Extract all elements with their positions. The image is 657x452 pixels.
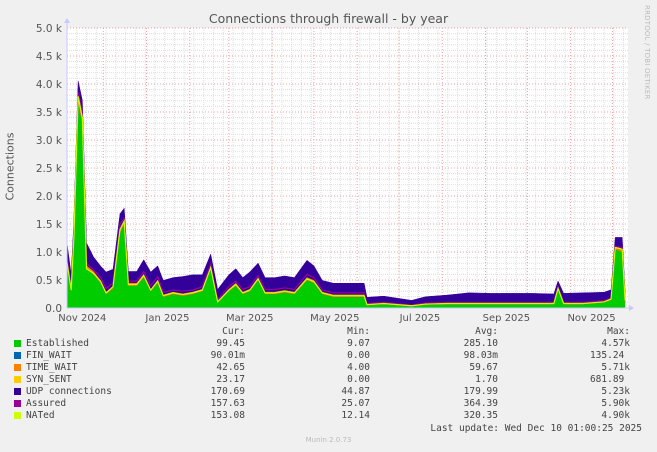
legend-min: 0.00 xyxy=(347,350,370,361)
legend-cur: 153.08 xyxy=(210,410,245,421)
y-tick-label: 3.5 k xyxy=(36,107,63,119)
legend-cur: 42.65 xyxy=(216,362,245,373)
legend-avg: 98.03m xyxy=(463,350,498,361)
y-tick-label: 1.0 k xyxy=(36,247,63,259)
chart-title: Connections through firewall - by year xyxy=(208,11,449,26)
legend-header: Cur: Min: Avg: Max: xyxy=(0,326,657,338)
legend-label: NATed xyxy=(26,410,55,421)
legend-avg: 364.39 xyxy=(463,398,498,409)
legend-min: 25.07 xyxy=(341,398,370,409)
legend-cur: 157.63 xyxy=(210,398,245,409)
x-tick-label: Nov 2025 xyxy=(567,313,615,324)
y-tick-label: 2.5 k xyxy=(36,163,63,175)
legend-cur: 170.69 xyxy=(210,386,245,397)
legend-min: 9.07 xyxy=(347,338,370,349)
y-tick-label: 2.0 k xyxy=(36,191,63,203)
y-tick-label: 4.0 k xyxy=(36,79,63,91)
x-axis-arrow xyxy=(629,305,634,311)
legend-label: FIN_WAIT xyxy=(26,350,72,361)
legend-swatch xyxy=(14,400,21,407)
legend-row: UDP connections 170.69 44.87 179.99 5.23k xyxy=(0,386,657,398)
legend-min: 44.87 xyxy=(341,386,370,397)
x-tick-label: May 2025 xyxy=(310,313,359,324)
legend-avg: 320.35 xyxy=(463,410,498,421)
legend-row: Established 99.45 9.07 285.10 4.57k xyxy=(0,338,657,350)
legend-swatch xyxy=(14,364,21,371)
legend-min: 0.00 xyxy=(347,374,370,385)
y-tick-label: 5.0 k xyxy=(36,23,63,35)
legend-row: NATed 153.08 12.14 320.35 4.90k xyxy=(0,410,657,422)
legend-avg: 1.70 xyxy=(475,374,498,385)
legend-header-cur: Cur: xyxy=(222,326,245,337)
legend-row: Assured 157.63 25.07 364.39 5.90k xyxy=(0,398,657,410)
legend-avg: 285.10 xyxy=(463,338,498,349)
legend-label: Assured xyxy=(26,398,67,409)
legend-row: TIME_WAIT 42.65 4.00 59.67 5.71k xyxy=(0,362,657,374)
legend-swatch xyxy=(14,352,21,359)
legend-min: 12.14 xyxy=(341,410,370,421)
legend-cur: 23.17 xyxy=(216,374,245,385)
x-tick-label: Mar 2025 xyxy=(226,313,274,324)
y-tick-label: 1.5 k xyxy=(36,219,63,231)
legend-label: UDP connections xyxy=(26,386,112,397)
legend-swatch xyxy=(14,376,21,383)
legend-row: FIN_WAIT 90.01m 0.00 98.03m 135.24 xyxy=(0,350,657,362)
legend: Cur: Min: Avg: Max: Established 99.45 9.07… xyxy=(0,326,657,422)
legend-max: 5.90k xyxy=(601,398,630,409)
chart-plot: 0.0 0.5 k 1.0 k 1.5 k 2.0 k 2.5 k 3.0 k 3.5 k 4.… xyxy=(36,18,634,324)
legend-max: 5.71k xyxy=(601,362,630,373)
rrdtool-watermark: RRDTOOL / TOBI OETIKER xyxy=(643,5,651,100)
legend-cur: 99.45 xyxy=(216,338,245,349)
legend-swatch xyxy=(14,412,21,419)
legend-max: 681.89 xyxy=(589,374,630,385)
legend-avg: 179.99 xyxy=(463,386,498,397)
legend-max: 4.57k xyxy=(601,338,630,349)
y-tick-label: 4.5 k xyxy=(36,51,63,63)
munin-version: Munin 2.0.73 xyxy=(305,436,352,444)
legend-label: SYN_SENT xyxy=(26,374,72,385)
legend-min: 4.00 xyxy=(347,362,370,373)
legend-cur: 90.01m xyxy=(210,350,245,361)
y-tick-label: 0.5 k xyxy=(36,275,63,287)
legend-swatch xyxy=(14,340,21,347)
y-tick-label: 3.0 k xyxy=(36,135,63,147)
legend-header-avg: Avg: xyxy=(475,326,498,337)
legend-avg: 59.67 xyxy=(469,362,498,373)
x-tick-label: Nov 2024 xyxy=(58,313,106,324)
x-tick-label: Jan 2025 xyxy=(144,313,189,324)
y-axis-arrow xyxy=(64,18,70,23)
legend-label: Established xyxy=(26,338,89,349)
last-update: Last update: Wed Dec 10 01:00:25 2025 xyxy=(430,423,642,434)
legend-max: 5.23k xyxy=(601,386,630,397)
legend-max: 4.90k xyxy=(601,410,630,421)
legend-label: TIME_WAIT xyxy=(26,362,78,373)
legend-header-max: Max: xyxy=(607,326,630,337)
x-tick-label: Jul 2025 xyxy=(399,313,441,324)
legend-max: 135.24 xyxy=(589,350,630,361)
legend-row: SYN_SENT 23.17 0.00 1.70 681.89 xyxy=(0,374,657,386)
legend-swatch xyxy=(14,388,21,395)
series-line-nated xyxy=(66,96,626,307)
y-tick-label: 0.0 xyxy=(45,303,62,315)
legend-header-min: Min: xyxy=(347,326,370,337)
x-tick-label: Sep 2025 xyxy=(483,313,530,324)
